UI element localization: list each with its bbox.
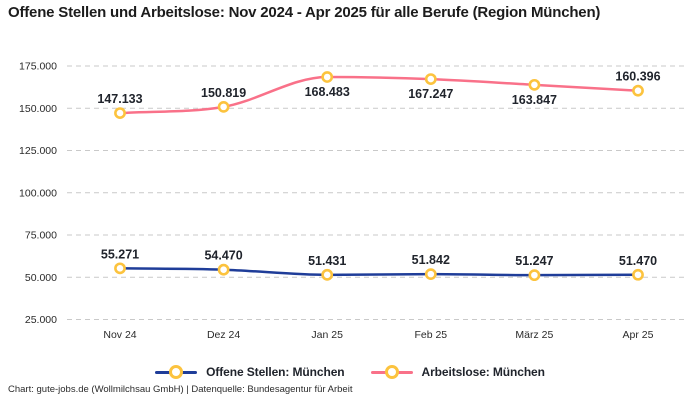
data-point-marker: [321, 71, 334, 83]
data-point-marker: [528, 78, 541, 91]
data-point-marker: [424, 268, 437, 281]
y-axis-tick-label: 150.000: [19, 103, 57, 115]
data-point-label: 160.396: [615, 70, 660, 84]
legend-item-offene-stellen[interactable]: Offene Stellen: München: [155, 365, 345, 379]
legend-line-swatch-pink: [370, 365, 413, 379]
legend-marker-icon: [384, 365, 399, 379]
data-point-marker: [321, 268, 334, 281]
series-line-offene_stellen: [118, 267, 640, 277]
legend-item-arbeitslose[interactable]: Arbeitslose: München: [370, 365, 545, 379]
data-point-label: 167.247: [408, 87, 453, 101]
y-axis-tick-label: 100.000: [19, 187, 57, 199]
data-point-marker: [114, 107, 126, 119]
data-point-marker: [217, 263, 230, 276]
data-point-label: 51.431: [308, 254, 346, 268]
data-point-label: 168.483: [305, 85, 350, 99]
data-point-label: 51.842: [412, 253, 450, 267]
data-point-marker: [217, 100, 230, 113]
data-point-label: 54.470: [204, 249, 242, 263]
data-point-marker: [114, 262, 126, 275]
x-axis-tick-label: Apr 25: [623, 329, 654, 341]
legend-marker-icon: [169, 365, 184, 379]
y-axis-tick-label: 175.000: [19, 61, 57, 73]
data-point-label: 150.819: [201, 86, 246, 100]
x-axis-tick-label: Feb 25: [414, 329, 447, 341]
data-point-marker: [528, 269, 541, 282]
data-point-marker: [632, 84, 644, 97]
data-point-label: 147.133: [97, 92, 142, 106]
y-axis-tick-label: 50.000: [25, 272, 57, 284]
x-axis-tick-label: Jan 25: [311, 329, 343, 341]
data-point-label: 51.247: [515, 254, 553, 268]
x-axis-tick-label: Dez 24: [207, 329, 240, 341]
data-point-marker: [424, 73, 437, 86]
data-point-label: 55.271: [101, 247, 139, 261]
x-axis-tick-label: Nov 24: [103, 329, 136, 341]
x-axis-tick-label: März 25: [515, 329, 553, 341]
chart-title: Offene Stellen und Arbeitslose: Nov 2024…: [8, 4, 601, 21]
data-point-label: 163.847: [512, 93, 557, 107]
attribution-footer: Chart: gute-jobs.de (Wollmilchsau GmbH) …: [8, 384, 353, 395]
y-axis-tick-label: 75.000: [25, 230, 57, 242]
data-point-label: 51.470: [619, 254, 657, 268]
y-axis-tick-label: 125.000: [19, 145, 57, 157]
y-axis-tick-label: 25.000: [25, 314, 57, 326]
legend-label-offene-stellen: Offene Stellen: München: [206, 365, 345, 379]
series-line-arbeitslose: [118, 75, 640, 115]
legend-line-swatch-blue: [155, 365, 198, 379]
chart-legend: Offene Stellen: München Arbeitslose: Mün…: [0, 360, 700, 384]
data-point-marker: [632, 268, 644, 281]
legend-label-arbeitslose: Arbeitslose: München: [421, 365, 545, 379]
